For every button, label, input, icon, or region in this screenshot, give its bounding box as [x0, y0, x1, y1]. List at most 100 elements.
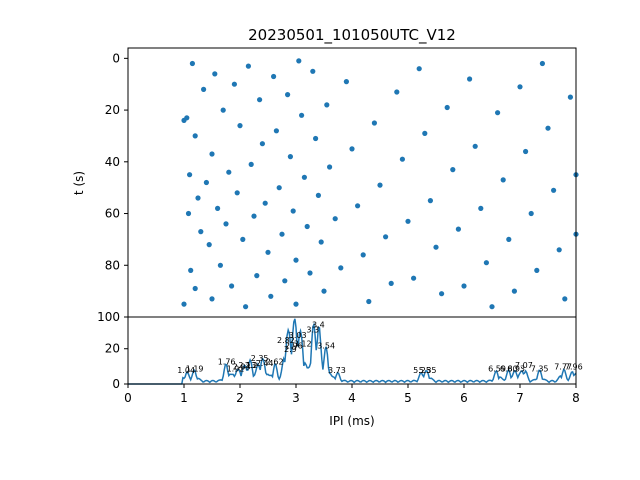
- raster-point: [399, 156, 405, 162]
- raster-point: [539, 60, 546, 67]
- peak-label: 1.92: [227, 364, 245, 373]
- peak-label: 3.3: [306, 326, 319, 335]
- raster-point: [273, 128, 279, 134]
- raster-point: [433, 244, 439, 250]
- raster-point: [251, 213, 257, 219]
- raster-point: [206, 242, 212, 248]
- raster-point: [237, 123, 243, 129]
- raster-point: [551, 187, 557, 193]
- raster-point: [405, 218, 411, 224]
- raster-point: [313, 135, 319, 142]
- histogram-x-tick-label: 2: [236, 391, 244, 405]
- raster-point: [198, 229, 204, 235]
- raster-point: [189, 60, 195, 67]
- raster-point: [240, 236, 246, 242]
- raster-point: [226, 169, 232, 175]
- raster-point: [562, 296, 568, 302]
- raster-point: [556, 247, 562, 253]
- raster-point: [567, 94, 574, 100]
- peak-label: 7.96: [565, 363, 583, 372]
- raster-point: [188, 267, 194, 273]
- raster-y-tick-label: 60: [105, 207, 120, 221]
- raster-y-tick-label: 20: [105, 103, 120, 117]
- raster-point: [472, 143, 478, 149]
- histogram-x-tick-label: 1: [180, 391, 188, 405]
- raster-point: [296, 58, 302, 64]
- raster-point: [534, 267, 540, 273]
- peak-label: 6.93: [507, 364, 525, 373]
- histogram-x-tick-label: 5: [404, 391, 412, 405]
- peak-label: 3.54: [317, 342, 335, 351]
- raster-point: [187, 172, 193, 178]
- peak-label: 2.13: [238, 361, 256, 370]
- raster-point: [212, 71, 218, 77]
- raster-point: [338, 265, 344, 271]
- raster-point: [215, 205, 221, 211]
- histogram-x-tick-label: 6: [460, 391, 468, 405]
- raster-point: [201, 86, 207, 92]
- raster-point: [304, 223, 310, 230]
- raster-point: [223, 221, 229, 227]
- raster-point: [371, 120, 377, 126]
- raster-point: [231, 81, 237, 87]
- peak-label: 2.96: [285, 342, 303, 351]
- raster-y-tick-label: 40: [105, 155, 120, 169]
- raster-point: [248, 161, 254, 167]
- peak-label: 1.19: [186, 364, 204, 373]
- raster-point: [290, 208, 296, 214]
- raster-point: [192, 285, 198, 292]
- raster-point: [195, 195, 201, 201]
- raster-point: [285, 92, 291, 98]
- peak-label: 5.25: [413, 366, 431, 375]
- raster-y-tick-label: 100: [97, 310, 120, 324]
- peak-label: 1.04: [177, 366, 195, 375]
- raster-point: [271, 73, 277, 80]
- peak-label: 6.59: [488, 364, 506, 373]
- raster-point: [185, 210, 192, 217]
- peak-label: 2.44: [256, 359, 274, 368]
- peak-label: 7.77: [554, 363, 572, 372]
- peak-label: 2.82: [277, 336, 295, 345]
- histogram-x-axis: 0 1 2 3 4 5 6 7 8: [124, 384, 580, 405]
- peak-label: 1.76: [218, 357, 236, 366]
- peak-label: 3.4: [312, 320, 325, 329]
- raster-point: [307, 270, 313, 276]
- raster-point: [282, 278, 288, 284]
- raster-point: [517, 84, 523, 90]
- histogram-y-tick-label: 20: [105, 342, 120, 356]
- raster-point: [293, 301, 299, 307]
- raster-point: [377, 182, 383, 188]
- ipi-peak-labels: 1.041.191.761.922.032.132.22.352.442.622…: [177, 320, 582, 375]
- raster-point: [318, 239, 324, 245]
- raster-points: [181, 58, 579, 310]
- raster-point: [220, 107, 226, 113]
- raster-point: [245, 63, 251, 69]
- raster-point: [192, 133, 198, 139]
- peak-label: 2.35: [251, 354, 269, 363]
- raster-point: [327, 164, 333, 170]
- histogram-x-tick-label: 3: [292, 391, 300, 405]
- raster-point: [506, 236, 512, 242]
- histogram-x-tick-label: 8: [572, 391, 580, 405]
- raster-point: [259, 141, 265, 147]
- raster-y-axis: 0 20 40 60 80 100: [97, 51, 128, 324]
- raster-point: [243, 304, 249, 310]
- raster-point: [254, 273, 260, 279]
- raster-point: [184, 115, 190, 121]
- raster-point: [394, 89, 400, 95]
- peak-label: 6.80: [500, 364, 518, 373]
- raster-point: [489, 304, 495, 310]
- raster-point: [383, 234, 389, 240]
- raster-point: [450, 167, 456, 173]
- raster-point: [265, 249, 271, 255]
- peak-label: 2.2: [245, 361, 258, 370]
- raster-point: [511, 288, 517, 294]
- peak-label: 3.12: [294, 340, 312, 349]
- raster-point: [268, 293, 274, 299]
- peak-label: 7.35: [531, 364, 549, 373]
- raster-point: [523, 148, 529, 155]
- raster-point: [343, 79, 349, 85]
- raster-point: [332, 216, 338, 222]
- raster-y-tick-label: 0: [112, 51, 120, 65]
- peak-label: 7.07: [515, 361, 533, 370]
